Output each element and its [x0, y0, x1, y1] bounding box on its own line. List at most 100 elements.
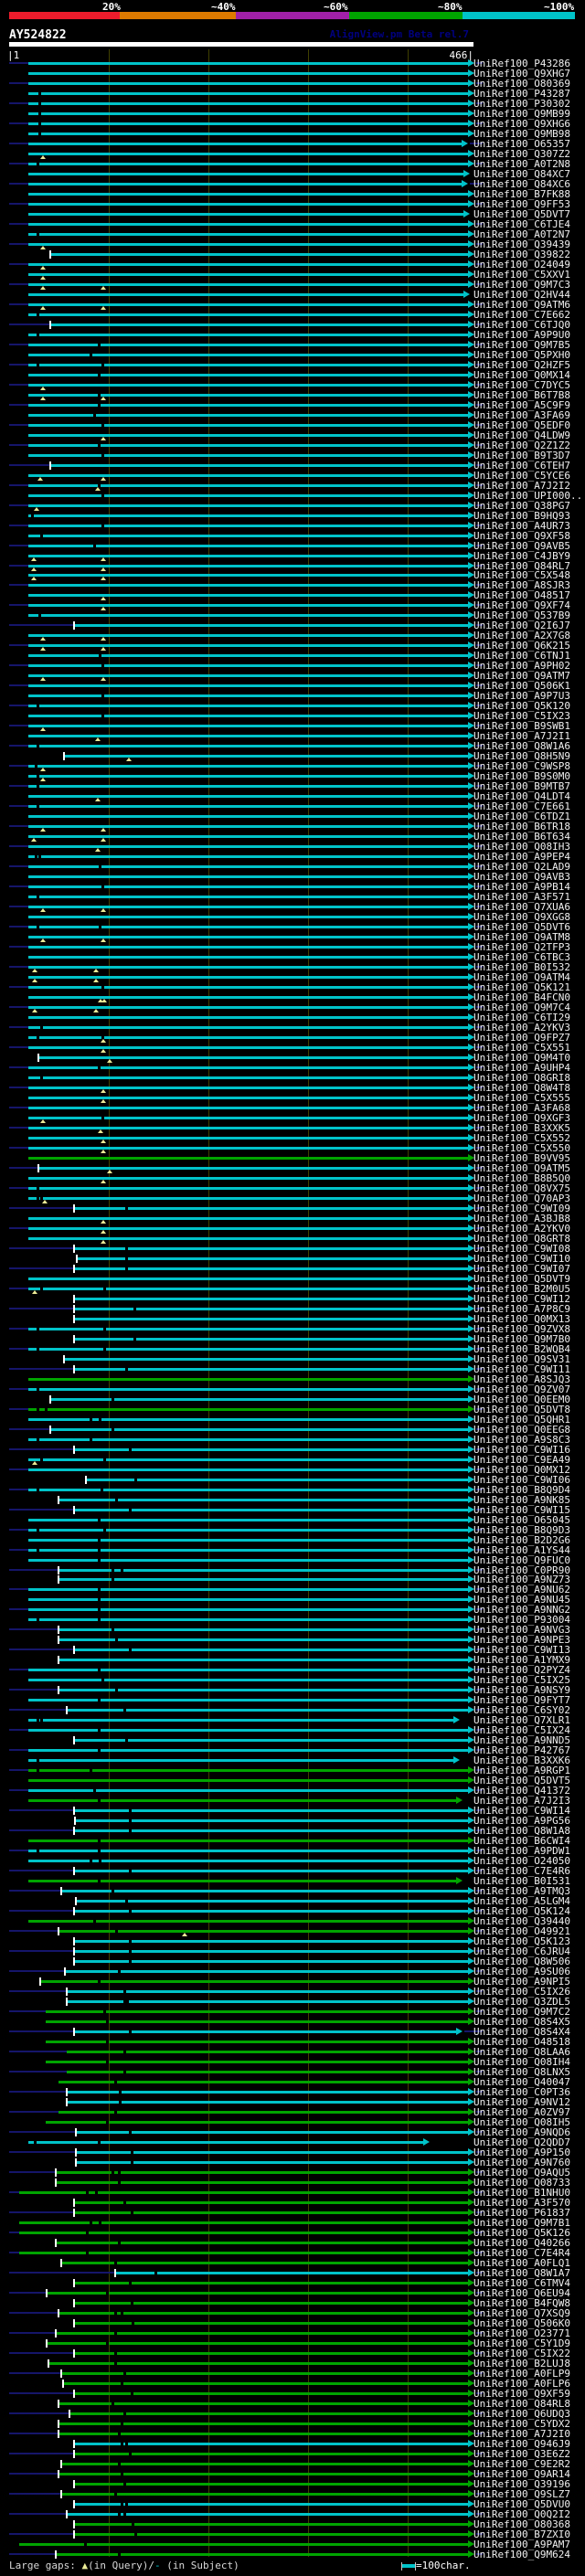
- hit-label[interactable]: UniRef100_Q8W1A6: [473, 740, 570, 752]
- hit-bar[interactable]: [28, 855, 468, 858]
- hit-label[interactable]: UniRef100_Q9ATM5: [473, 1162, 570, 1174]
- hit-label[interactable]: UniRef100_Q39439: [473, 239, 570, 250]
- hit-label[interactable]: UniRef100_A4UR73: [473, 520, 570, 532]
- hit-label[interactable]: UniRef100_C5IX25: [473, 1674, 570, 1686]
- hit-bar[interactable]: [28, 1277, 468, 1280]
- hit-label[interactable]: UniRef100_Q8W1A7: [473, 2267, 570, 2279]
- hit-label[interactable]: UniRef100_A9NSY9: [473, 1684, 570, 1696]
- hit-label[interactable]: UniRef100_A9PG56: [473, 1815, 570, 1827]
- hit-label[interactable]: UniRef100_C9WI07: [473, 1263, 570, 1275]
- hit-bar[interactable]: [28, 1779, 468, 1782]
- hit-bar[interactable]: [74, 2483, 468, 2486]
- hit-label[interactable]: UniRef100_P43286: [473, 58, 570, 69]
- hit-label[interactable]: UniRef100_A3FA68: [473, 1102, 570, 1114]
- hit-bar[interactable]: [28, 1217, 468, 1220]
- hit-label[interactable]: UniRef100_C6TI29: [473, 1012, 570, 1023]
- hit-bar[interactable]: [28, 1789, 468, 1792]
- hit-bar[interactable]: [28, 72, 468, 75]
- hit-label[interactable]: UniRef100_O48517: [473, 589, 570, 601]
- hit-label[interactable]: UniRef100_Q3E6Z2: [473, 2448, 570, 2460]
- hit-label[interactable]: UniRef100_C5YDX2: [473, 2418, 570, 2430]
- hit-bar[interactable]: [38, 1056, 468, 1059]
- hit-label[interactable]: UniRef100_A9NV12: [473, 2096, 570, 2108]
- hit-label[interactable]: UniRef100_Q2HZF5: [473, 359, 570, 371]
- hit-bar[interactable]: [28, 684, 468, 687]
- hit-bar[interactable]: [28, 303, 468, 306]
- hit-bar[interactable]: [67, 1709, 468, 1712]
- hit-label[interactable]: UniRef100_Q9MB99: [473, 108, 570, 120]
- hit-label[interactable]: UniRef100_C9WI10: [473, 1253, 570, 1265]
- hit-label[interactable]: UniRef100_C9WI12: [473, 1293, 570, 1305]
- hit-bar[interactable]: [74, 1809, 468, 1812]
- hit-bar[interactable]: [58, 1499, 468, 1501]
- hit-label[interactable]: UniRef100_Q9SV31: [473, 1353, 570, 1365]
- hit-bar[interactable]: [28, 1418, 468, 1421]
- hit-bar[interactable]: [28, 555, 468, 557]
- hit-label[interactable]: UniRef100_A0T2N8: [473, 158, 570, 170]
- hit-bar[interactable]: [28, 1237, 468, 1240]
- hit-label[interactable]: UniRef100_A1YMX9: [473, 1654, 570, 1666]
- hit-label[interactable]: UniRef100_Q9AQU5: [473, 2167, 570, 2178]
- hit-label[interactable]: UniRef100_B2M0U5: [473, 1283, 570, 1295]
- hit-label[interactable]: UniRef100_A9P9U0: [473, 329, 570, 341]
- hit-label[interactable]: UniRef100_Q0MX14: [473, 369, 570, 381]
- hit-label[interactable]: UniRef100_Q8W1A8: [473, 1825, 570, 1837]
- hit-bar[interactable]: [28, 1087, 468, 1089]
- hit-bar[interactable]: [28, 1388, 468, 1391]
- hit-bar[interactable]: [28, 504, 468, 507]
- hit-label[interactable]: UniRef100_B8B5Q0: [473, 1172, 570, 1184]
- hit-label[interactable]: UniRef100_C6TMV4: [473, 2277, 570, 2289]
- hit-label[interactable]: UniRef100_Q9XF74: [473, 599, 570, 611]
- hit-label[interactable]: UniRef100_Q6EU94: [473, 2287, 570, 2299]
- hit-bar[interactable]: [28, 394, 468, 397]
- hit-label[interactable]: UniRef100_C9WSP8: [473, 760, 570, 772]
- hit-bar[interactable]: [28, 484, 468, 487]
- hit-label[interactable]: UniRef100_Q7XLR1: [473, 1714, 570, 1726]
- hit-bar[interactable]: [56, 2553, 468, 2556]
- hit-bar[interactable]: [28, 1006, 468, 1009]
- hit-bar[interactable]: [28, 1127, 468, 1129]
- hit-bar[interactable]: [64, 1358, 468, 1361]
- hit-label[interactable]: UniRef100_C6TNJ1: [473, 650, 570, 662]
- hit-bar[interactable]: [46, 2020, 468, 2023]
- hit-bar[interactable]: [74, 2453, 468, 2455]
- hit-label[interactable]: UniRef100_Q5DVT7: [473, 208, 570, 220]
- hit-bar[interactable]: [74, 2443, 468, 2445]
- hit-label[interactable]: UniRef100_Q9M7C4: [473, 1002, 570, 1013]
- hit-bar[interactable]: [28, 1458, 468, 1461]
- hit-label[interactable]: UniRef100_Q5K121: [473, 981, 570, 993]
- hit-label[interactable]: UniRef100_Q9XF59: [473, 2388, 570, 2400]
- hit-bar[interactable]: [69, 2412, 468, 2415]
- hit-bar[interactable]: [28, 1608, 468, 1611]
- hit-bar[interactable]: [67, 2051, 468, 2053]
- hit-bar[interactable]: [67, 2000, 468, 2003]
- hit-label[interactable]: UniRef100_B9SWB1: [473, 720, 570, 732]
- hit-label[interactable]: UniRef100_A3FA69: [473, 409, 570, 421]
- hit-bar[interactable]: [28, 102, 468, 105]
- hit-bar[interactable]: [28, 1669, 468, 1671]
- hit-bar[interactable]: [74, 2282, 468, 2284]
- hit-label[interactable]: UniRef100_B9HQ93: [473, 510, 570, 522]
- hit-bar[interactable]: [115, 2272, 468, 2274]
- hit-label[interactable]: UniRef100_A5LGM4: [473, 1895, 570, 1907]
- hit-bar[interactable]: [28, 1016, 468, 1019]
- hit-label[interactable]: UniRef100_B0I532: [473, 961, 570, 973]
- hit-bar[interactable]: [28, 434, 468, 437]
- hit-bar[interactable]: [74, 1960, 468, 1963]
- hit-bar[interactable]: [28, 92, 468, 95]
- hit-bar[interactable]: [58, 1930, 468, 1933]
- hit-bar[interactable]: [50, 253, 468, 256]
- hit-bar[interactable]: [28, 1107, 468, 1109]
- hit-bar[interactable]: [28, 404, 468, 407]
- hit-label[interactable]: UniRef100_UPI000..: [473, 490, 583, 502]
- hit-label[interactable]: UniRef100_C7E4R6: [473, 1865, 570, 1877]
- hit-bar[interactable]: [19, 2543, 468, 2546]
- hit-label[interactable]: UniRef100_Q5DVU0: [473, 2498, 570, 2510]
- hit-bar[interactable]: [28, 163, 468, 165]
- hit-bar[interactable]: [28, 454, 468, 457]
- hit-label[interactable]: UniRef100_C6JRU4: [473, 1945, 570, 1957]
- hit-bar[interactable]: [28, 122, 468, 125]
- hit-bar[interactable]: [64, 755, 468, 758]
- hit-label[interactable]: UniRef100_C9E2R2: [473, 2458, 570, 2470]
- hit-bar[interactable]: [28, 1850, 468, 1852]
